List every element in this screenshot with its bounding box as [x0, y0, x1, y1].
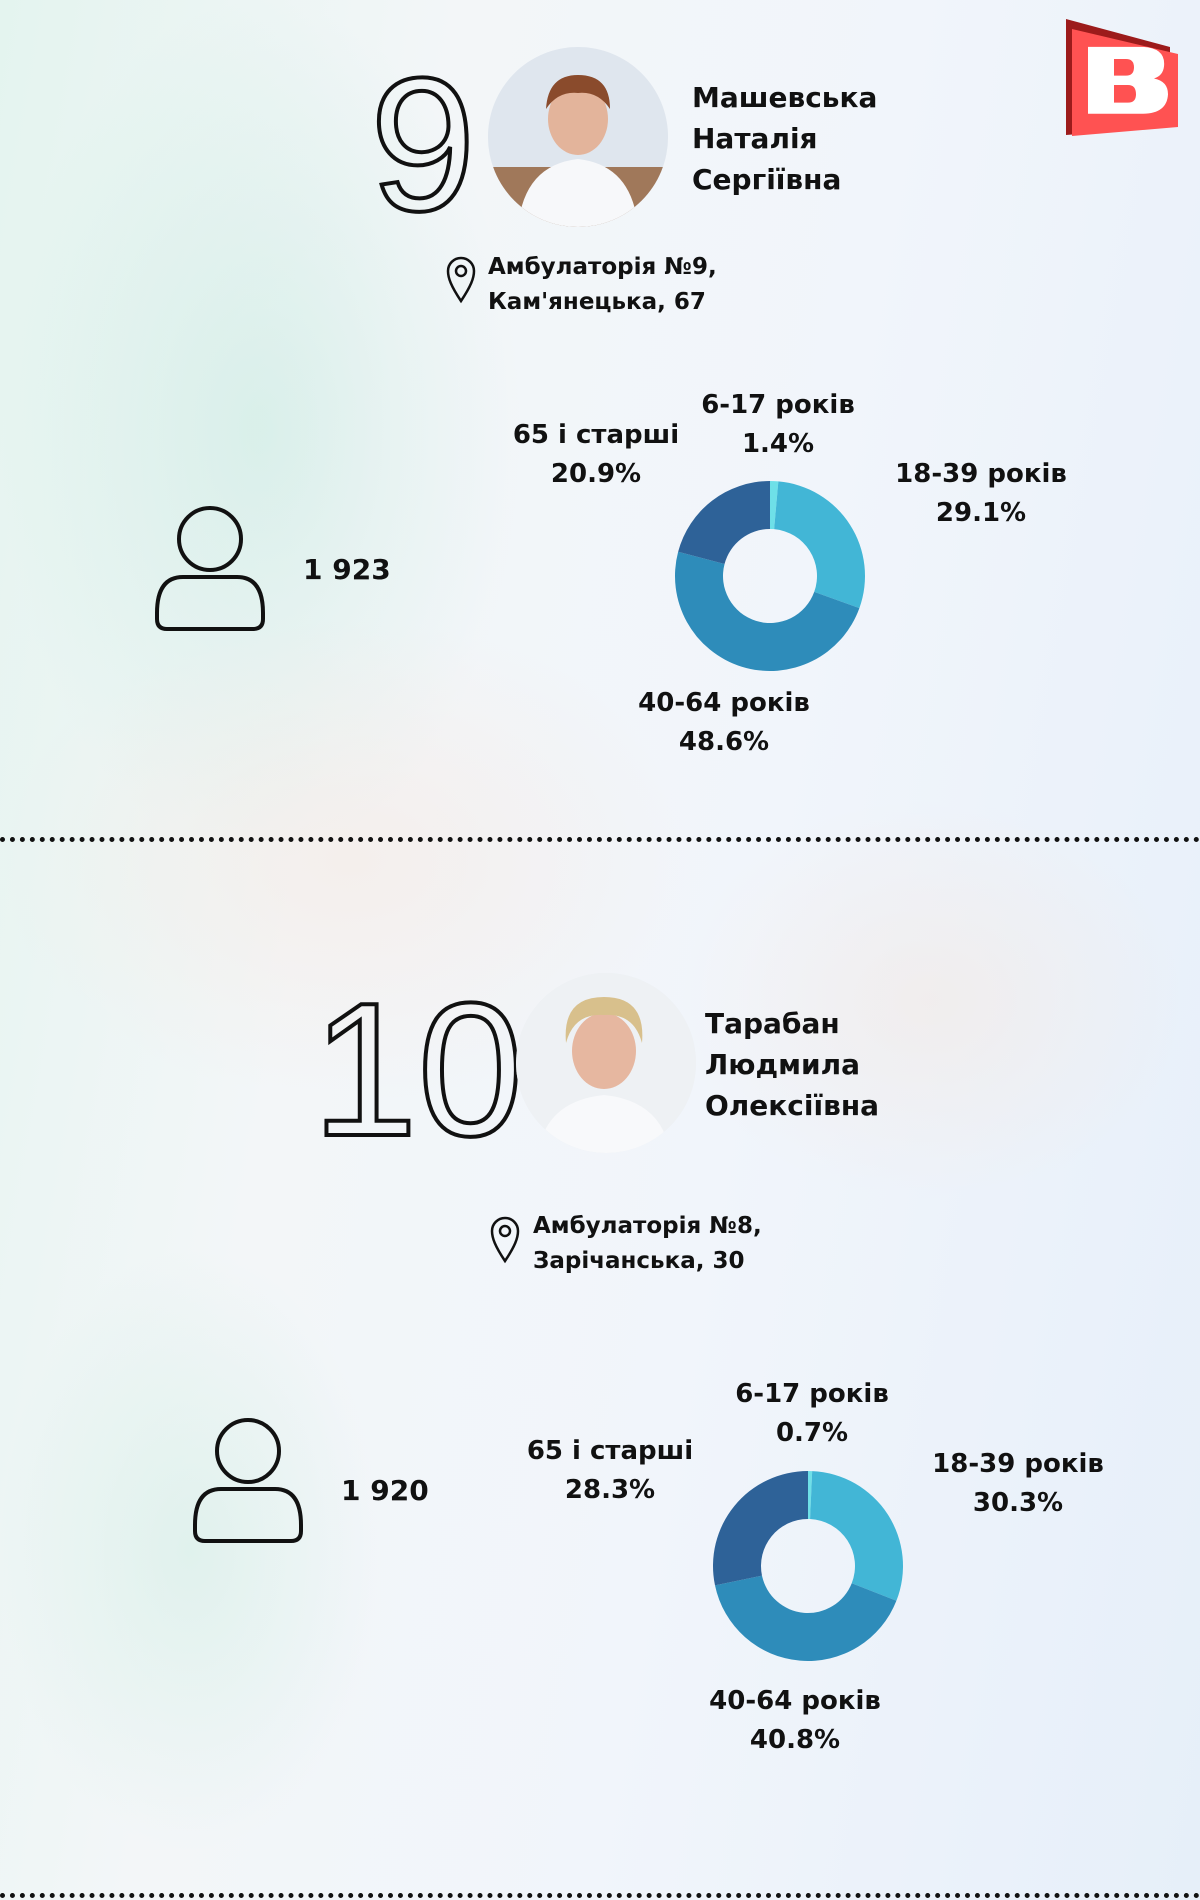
name-line: Олексіївна — [705, 1089, 880, 1122]
name-line: Машевська — [692, 81, 878, 114]
donut-slice-18-39-років — [810, 1471, 903, 1601]
label-18-39: 18-39 років 29.1% — [895, 459, 1067, 528]
name-line: Людмила — [705, 1048, 860, 1081]
donut-slice-6-17-років — [770, 481, 779, 530]
address-line: Кам'янецька, 67 — [488, 289, 706, 315]
rank-number: 9 — [368, 39, 478, 251]
address-line: Зарічанська, 30 — [533, 1248, 745, 1274]
doctor-photo — [488, 47, 668, 227]
label-65-plus: 65 і старші 20.9% — [512, 420, 680, 489]
background-decor — [0, 1250, 380, 1850]
location-pin-icon — [446, 256, 476, 304]
label-6-17: 6-17 років 1.4% — [701, 390, 855, 459]
rank-number: 10 — [310, 964, 525, 1176]
donut-slice-18-39-років — [774, 481, 865, 609]
logo — [1066, 19, 1178, 136]
label-6-17: 6-17 років 0.7% — [735, 1379, 889, 1448]
name-line: Сергіївна — [692, 163, 842, 196]
person-icon — [155, 506, 265, 631]
doctor-name: Машевська Наталія Сергіївна — [692, 77, 877, 200]
address-line: Амбулаторія №9, — [488, 254, 717, 280]
patient-count: 1 920 — [341, 1474, 429, 1507]
donut-slice-6-17-років — [808, 1471, 813, 1520]
name-line: Наталія — [692, 122, 818, 155]
donut-slice-65-і-старші — [713, 1471, 808, 1586]
clinic-address: Амбулаторія №9, Кам'янецька, 67 — [488, 250, 717, 320]
person-icon — [193, 1418, 303, 1543]
patient-count: 1 923 — [303, 553, 391, 586]
label-40-64: 40-64 років 48.6% — [638, 688, 810, 757]
donut-slice-40-64-років — [715, 1575, 897, 1661]
background-decor — [680, 800, 1180, 1200]
donut-chart — [713, 1471, 903, 1661]
location-pin-icon — [490, 1216, 520, 1264]
doctor-photo — [516, 973, 696, 1153]
section-divider — [0, 837, 1200, 842]
clinic-address: Амбулаторія №8, Зарічанська, 30 — [533, 1209, 762, 1279]
address-line: Амбулаторія №8, — [533, 1213, 762, 1239]
donut-slice-65-і-старші — [678, 481, 770, 565]
label-40-64: 40-64 років 40.8% — [709, 1686, 881, 1755]
donut-slice-40-64-років — [675, 551, 860, 671]
background-decor — [0, 0, 520, 860]
label-18-39: 18-39 років 30.3% — [932, 1449, 1104, 1518]
section-divider — [0, 1893, 1200, 1898]
doctor-name: Тарабан Людмила Олексіївна — [705, 1003, 879, 1126]
donut-chart — [675, 481, 865, 671]
name-line: Тарабан — [705, 1007, 840, 1040]
label-65-plus: 65 і старші 28.3% — [526, 1436, 694, 1505]
